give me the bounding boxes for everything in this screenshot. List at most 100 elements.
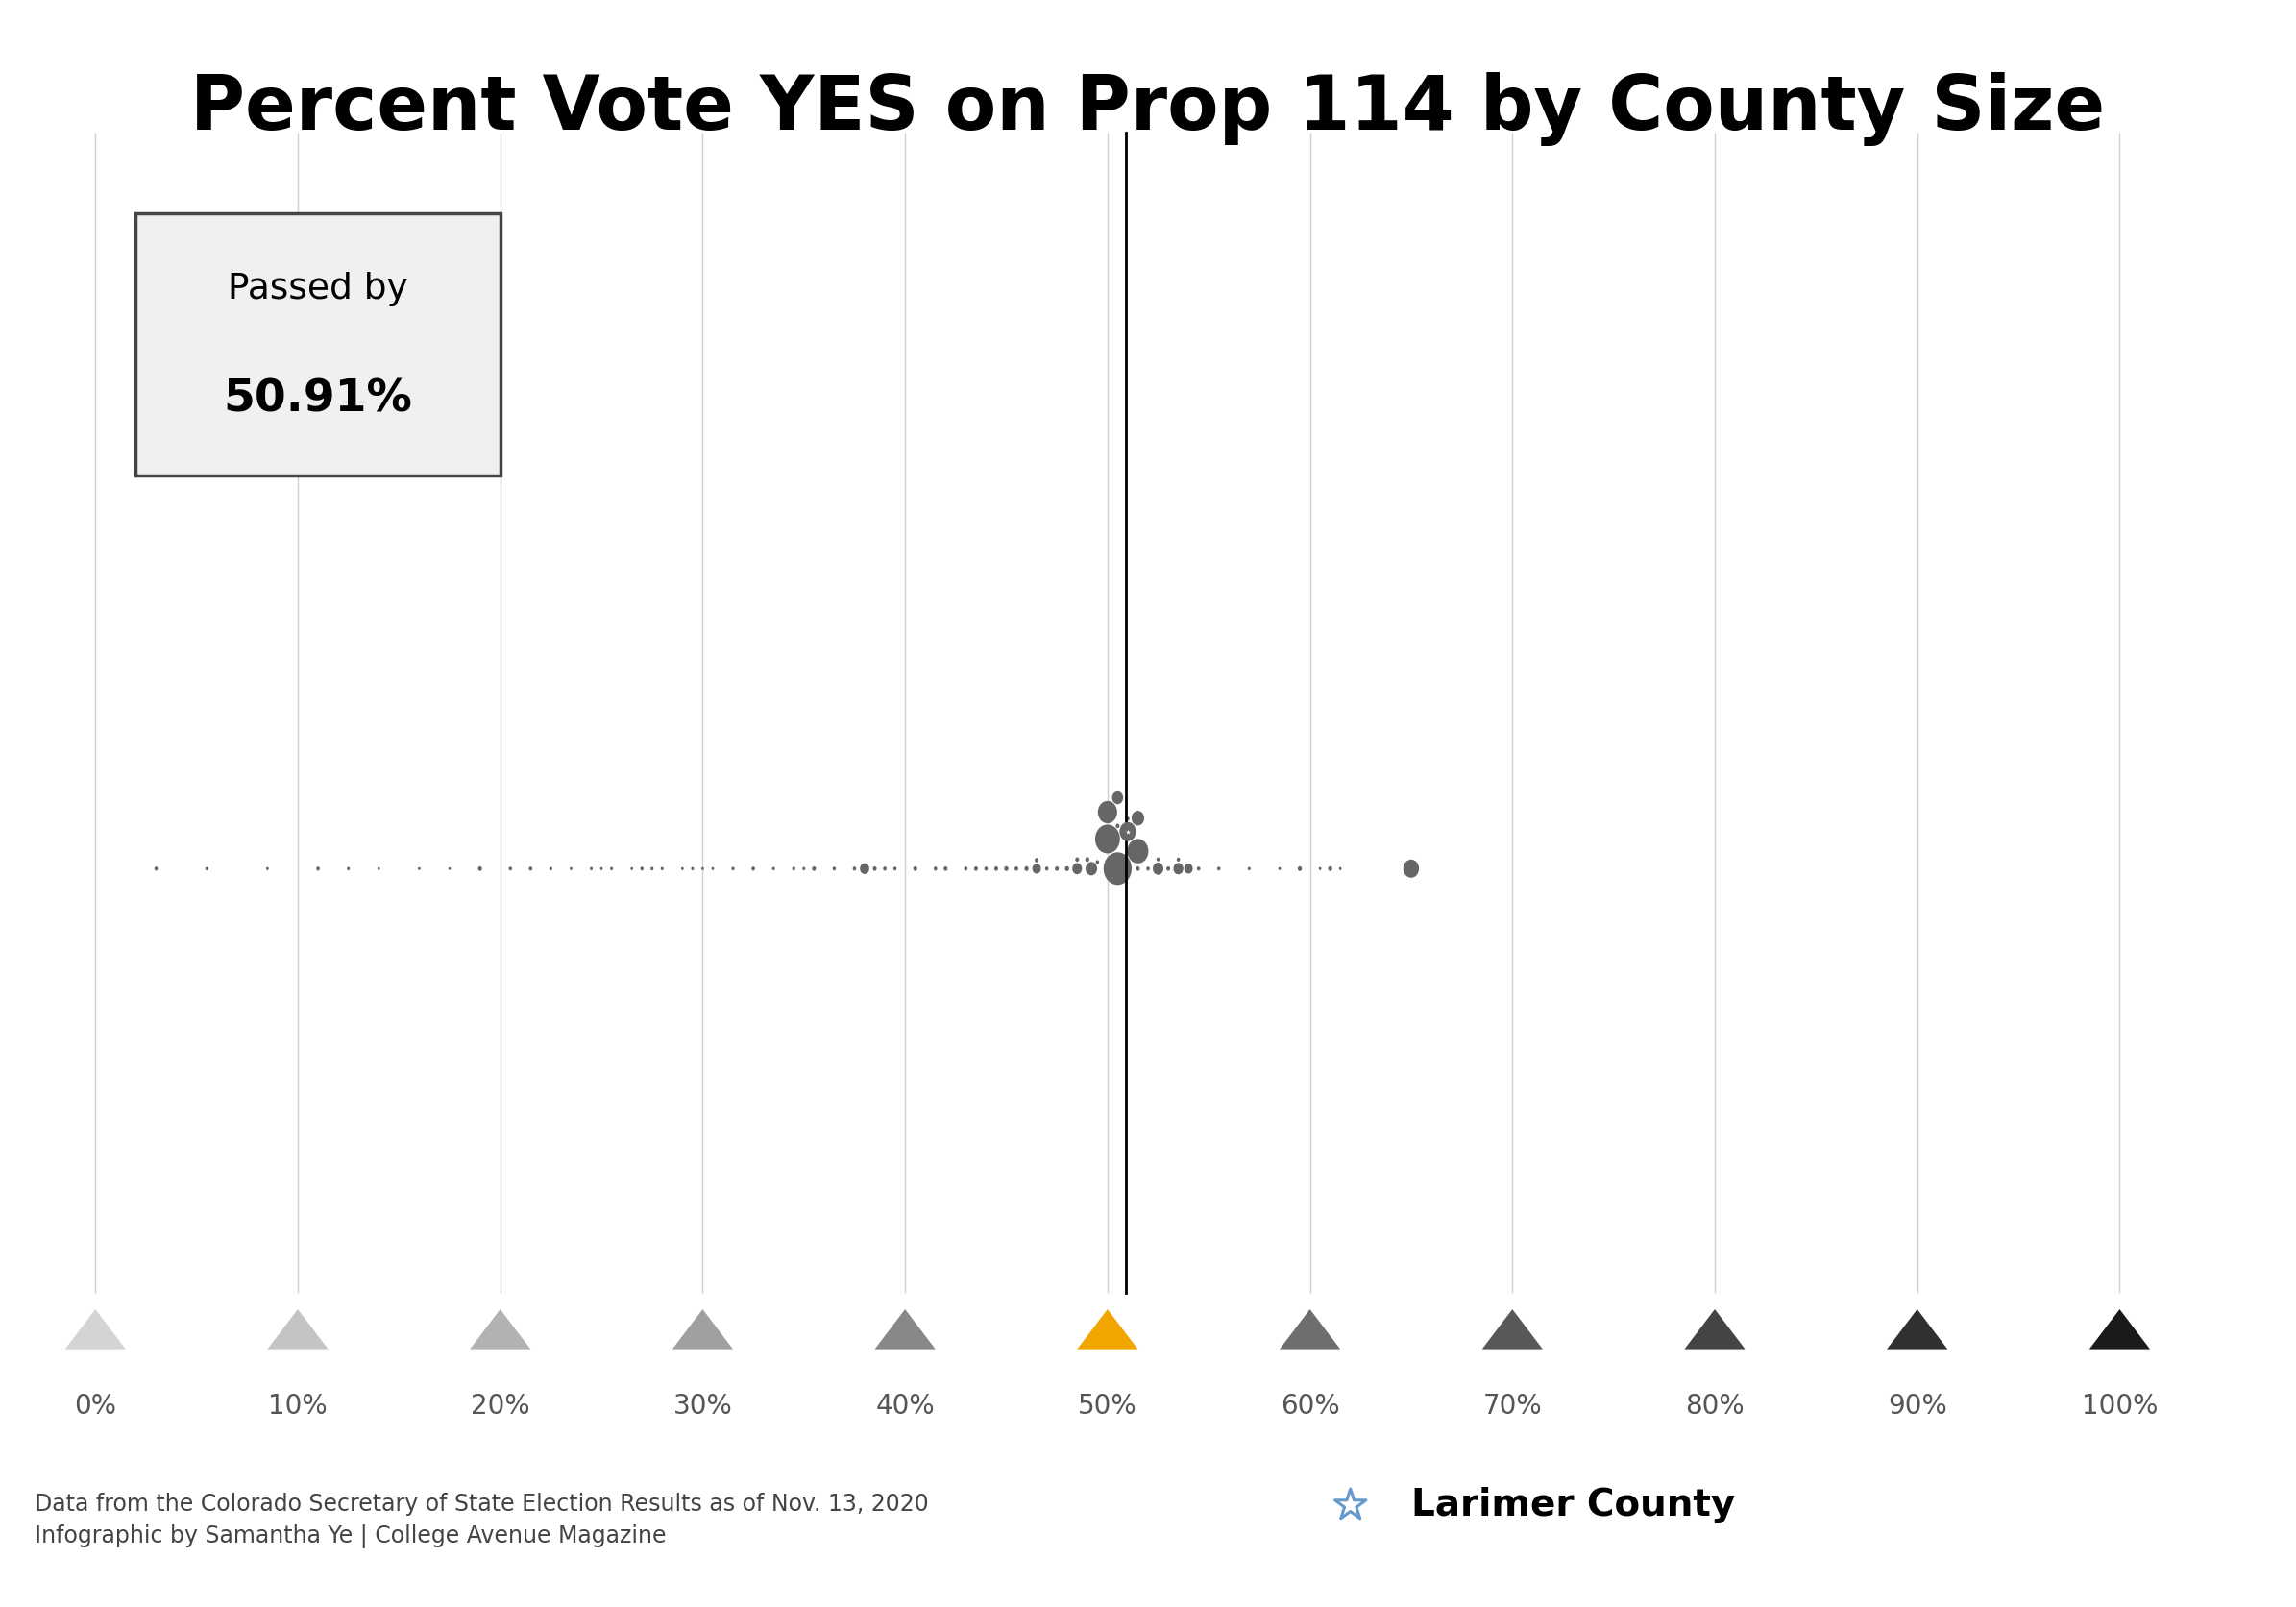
- Ellipse shape: [1003, 866, 1008, 871]
- Ellipse shape: [418, 868, 420, 869]
- Ellipse shape: [478, 866, 482, 871]
- Polygon shape: [2089, 1310, 2149, 1350]
- Ellipse shape: [631, 868, 634, 869]
- Ellipse shape: [1033, 863, 1040, 874]
- Ellipse shape: [1072, 863, 1081, 874]
- Ellipse shape: [528, 866, 533, 871]
- Text: 70%: 70%: [1483, 1393, 1543, 1419]
- Text: 0%: 0%: [73, 1393, 117, 1419]
- Text: 30%: 30%: [673, 1393, 732, 1419]
- Ellipse shape: [1035, 858, 1038, 863]
- Ellipse shape: [682, 868, 684, 869]
- Ellipse shape: [317, 866, 319, 871]
- Ellipse shape: [1127, 839, 1148, 863]
- Text: 60%: 60%: [1281, 1393, 1339, 1419]
- Ellipse shape: [1097, 800, 1118, 823]
- Ellipse shape: [1095, 860, 1100, 865]
- Ellipse shape: [510, 866, 512, 871]
- Text: 100%: 100%: [2082, 1393, 2158, 1419]
- Ellipse shape: [1111, 791, 1123, 804]
- Ellipse shape: [1045, 866, 1049, 871]
- Ellipse shape: [1318, 868, 1322, 869]
- Ellipse shape: [792, 866, 794, 871]
- Text: 20%: 20%: [471, 1393, 530, 1419]
- Point: [1332, 1493, 1368, 1519]
- Text: 40%: 40%: [875, 1393, 934, 1419]
- Ellipse shape: [599, 868, 604, 869]
- Polygon shape: [1077, 1310, 1139, 1350]
- Ellipse shape: [641, 866, 643, 871]
- Polygon shape: [266, 1310, 328, 1350]
- Ellipse shape: [204, 866, 209, 871]
- Ellipse shape: [893, 866, 898, 871]
- Ellipse shape: [861, 863, 870, 874]
- Ellipse shape: [985, 866, 987, 871]
- Text: Passed by: Passed by: [227, 272, 409, 307]
- Text: 10%: 10%: [269, 1393, 328, 1419]
- Ellipse shape: [1116, 824, 1120, 828]
- Ellipse shape: [1327, 866, 1332, 871]
- Text: 50%: 50%: [1077, 1393, 1137, 1419]
- Text: Larimer County: Larimer County: [1412, 1486, 1736, 1523]
- Ellipse shape: [1146, 866, 1150, 871]
- Ellipse shape: [1120, 823, 1137, 840]
- Ellipse shape: [1086, 857, 1088, 861]
- Ellipse shape: [1015, 866, 1017, 871]
- Ellipse shape: [1176, 858, 1180, 861]
- Text: Percent Vote YES on Prop 114 by County Size: Percent Vote YES on Prop 114 by County S…: [191, 72, 2105, 146]
- Ellipse shape: [1297, 866, 1302, 871]
- FancyBboxPatch shape: [135, 214, 501, 476]
- Ellipse shape: [1157, 858, 1159, 861]
- Polygon shape: [1685, 1310, 1745, 1350]
- Ellipse shape: [1054, 866, 1058, 871]
- Ellipse shape: [914, 866, 916, 871]
- Ellipse shape: [569, 868, 572, 871]
- Ellipse shape: [1279, 868, 1281, 869]
- Ellipse shape: [1137, 866, 1139, 871]
- Ellipse shape: [691, 866, 693, 871]
- Ellipse shape: [712, 868, 714, 869]
- Ellipse shape: [944, 866, 948, 871]
- Ellipse shape: [611, 866, 613, 871]
- Polygon shape: [471, 1310, 530, 1350]
- Ellipse shape: [1173, 863, 1182, 874]
- Ellipse shape: [1125, 816, 1130, 821]
- Ellipse shape: [1132, 812, 1143, 826]
- Ellipse shape: [1104, 852, 1132, 885]
- Ellipse shape: [377, 868, 381, 869]
- Ellipse shape: [994, 866, 999, 871]
- Ellipse shape: [549, 866, 553, 871]
- Ellipse shape: [700, 868, 705, 869]
- Ellipse shape: [884, 866, 886, 871]
- Ellipse shape: [154, 866, 158, 871]
- Ellipse shape: [347, 866, 349, 871]
- Polygon shape: [1279, 1310, 1341, 1350]
- Ellipse shape: [1024, 866, 1029, 871]
- Ellipse shape: [266, 868, 269, 871]
- Ellipse shape: [852, 866, 856, 871]
- Ellipse shape: [1166, 866, 1171, 871]
- Ellipse shape: [751, 866, 755, 871]
- Polygon shape: [1481, 1310, 1543, 1350]
- Ellipse shape: [650, 866, 654, 871]
- Ellipse shape: [833, 866, 836, 871]
- Ellipse shape: [1403, 860, 1419, 877]
- Ellipse shape: [1153, 863, 1164, 874]
- Ellipse shape: [813, 866, 815, 871]
- Text: Infographic by Samantha Ye | College Avenue Magazine: Infographic by Samantha Ye | College Ave…: [34, 1523, 666, 1548]
- Polygon shape: [673, 1310, 732, 1350]
- Ellipse shape: [801, 866, 806, 871]
- Ellipse shape: [1217, 866, 1221, 871]
- Ellipse shape: [1086, 861, 1097, 876]
- Ellipse shape: [661, 866, 664, 871]
- Ellipse shape: [1339, 868, 1341, 869]
- Text: 90%: 90%: [1887, 1393, 1947, 1419]
- Ellipse shape: [448, 868, 450, 869]
- Ellipse shape: [590, 866, 592, 871]
- Text: 80%: 80%: [1685, 1393, 1745, 1419]
- Ellipse shape: [1185, 863, 1194, 874]
- Ellipse shape: [934, 866, 937, 871]
- Ellipse shape: [1095, 824, 1120, 853]
- Polygon shape: [1887, 1310, 1947, 1350]
- Ellipse shape: [964, 866, 967, 871]
